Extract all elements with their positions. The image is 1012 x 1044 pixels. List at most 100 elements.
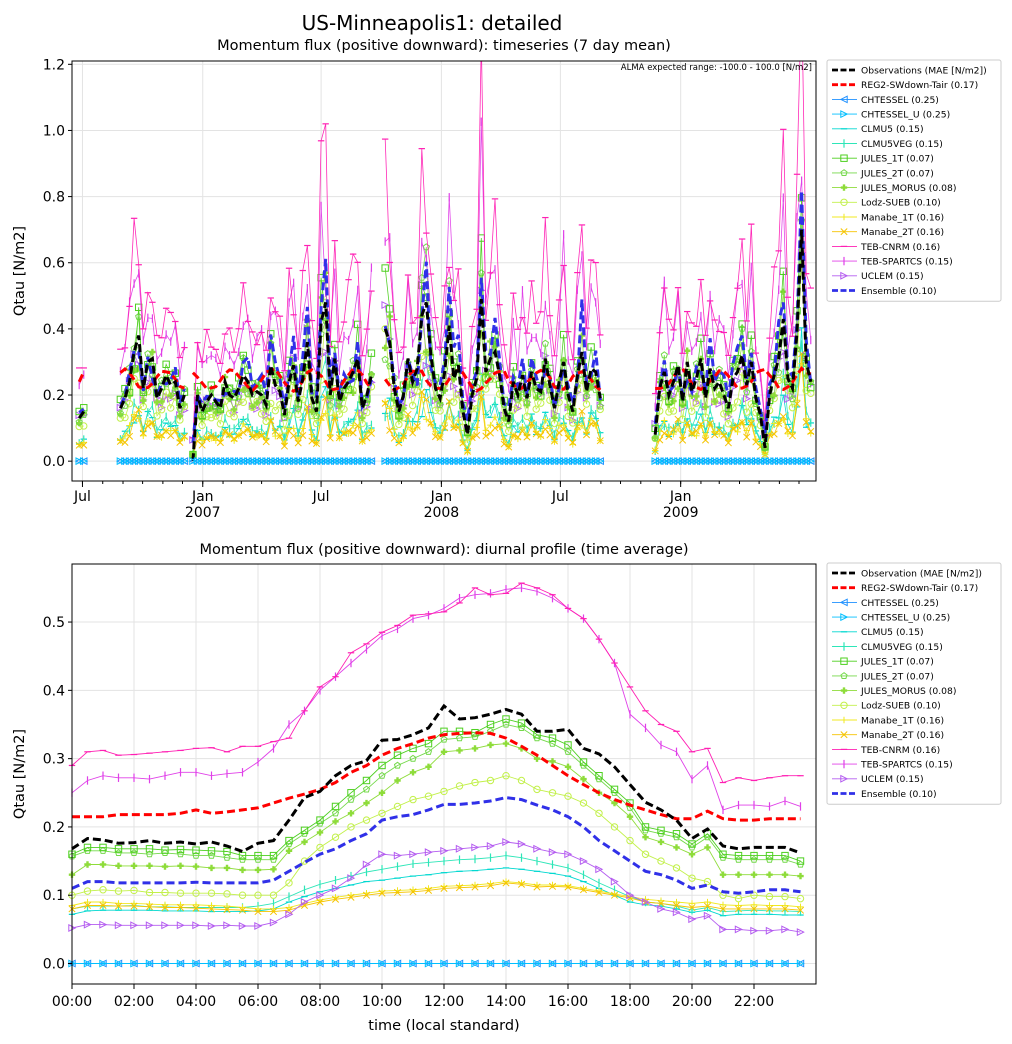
series-point-shape <box>537 431 545 440</box>
series-point <box>303 403 311 411</box>
series-point <box>285 910 294 919</box>
series-point <box>257 410 266 418</box>
series-jules-morus-0-08 <box>68 740 804 880</box>
series-point-shape <box>99 886 107 894</box>
series-point <box>797 457 806 466</box>
series-point <box>688 840 696 848</box>
series-point-shape <box>294 439 302 447</box>
series-point-shape <box>719 901 727 908</box>
series-point-shape <box>422 361 431 370</box>
series-teb-spartcs-0-15 <box>71 583 802 815</box>
series-point-shape <box>378 761 386 770</box>
series-point <box>502 878 510 885</box>
series-point <box>344 385 353 394</box>
series-point-shape <box>491 424 499 432</box>
series-point-shape <box>477 457 486 466</box>
series-line <box>78 407 85 414</box>
series-point <box>752 457 761 466</box>
series-point-shape <box>463 429 472 437</box>
series-point <box>660 351 668 359</box>
series-point-shape <box>301 838 308 846</box>
series-point-shape <box>551 438 558 445</box>
series-point <box>207 432 215 440</box>
series-point <box>491 424 499 432</box>
series-point-shape <box>797 903 804 911</box>
series-point <box>688 407 696 415</box>
series-point <box>207 921 216 930</box>
series-point-shape <box>326 457 335 466</box>
series-point <box>719 905 727 913</box>
series-point-shape <box>738 418 746 426</box>
series-point <box>425 763 432 771</box>
series-point <box>802 457 811 466</box>
series-point-shape <box>422 243 430 251</box>
series-point-shape <box>177 862 184 870</box>
legend-marker-shape <box>840 184 848 191</box>
series-point <box>399 457 408 466</box>
series-point <box>238 921 247 930</box>
series-point-shape <box>253 457 262 466</box>
series-point-shape <box>395 411 403 420</box>
series-point <box>450 358 458 366</box>
series-point-shape <box>455 734 464 742</box>
series-point-shape <box>796 928 805 937</box>
series-point <box>683 457 692 466</box>
legend-entry-chtessel-0-25: CHTESSEL (0.25) <box>832 95 939 106</box>
series-point-shape <box>192 904 200 912</box>
series-point <box>523 398 531 406</box>
series-manabe-2t-0-16 <box>75 350 815 459</box>
series-point <box>192 901 200 908</box>
series-lodz-sueb-0-10 <box>68 772 805 903</box>
series-point-shape <box>349 429 357 437</box>
series-point-shape <box>254 866 262 874</box>
series-point-shape <box>519 423 526 431</box>
series-point-shape <box>393 802 402 811</box>
series-point-shape <box>130 845 138 853</box>
series-point-shape <box>408 390 417 399</box>
series-point-shape <box>548 739 557 747</box>
series-point <box>116 457 125 466</box>
series-point-shape <box>719 871 727 878</box>
series-point-shape <box>180 457 189 466</box>
series-point-shape <box>514 433 522 441</box>
series-point-shape <box>378 789 386 796</box>
diurnal-panel: Momentum flux (positive downward): diurn… <box>12 542 1002 1034</box>
series-point <box>75 441 83 448</box>
series-point-shape <box>290 432 298 440</box>
series-point-shape <box>523 412 531 421</box>
series-point-shape <box>238 921 247 930</box>
series-point-shape <box>400 405 407 412</box>
series-point <box>704 844 711 851</box>
series-point-shape <box>770 457 779 466</box>
legend-box <box>826 59 1002 302</box>
series-point <box>672 864 681 872</box>
timeseries-plot-area <box>74 61 816 466</box>
series-point <box>657 904 666 913</box>
legend-label: JULES_1T (0.07) <box>860 154 934 165</box>
y-tick-label: 0.4 <box>43 322 65 338</box>
series-point-shape <box>595 772 603 780</box>
series-point-shape <box>688 900 696 907</box>
series-point-shape <box>573 422 581 430</box>
series-point-shape <box>436 401 444 409</box>
series-point <box>280 414 289 422</box>
series-point <box>248 433 256 441</box>
series-point <box>742 408 751 416</box>
series-point-shape <box>381 300 390 309</box>
series-point <box>344 457 353 466</box>
series-point <box>587 457 596 466</box>
series-point-shape <box>509 457 518 466</box>
series-point <box>176 404 184 412</box>
series-point <box>126 422 133 429</box>
series-point-shape <box>468 457 477 466</box>
series-point-shape <box>500 457 509 466</box>
series-point <box>308 408 316 415</box>
series-point-shape <box>665 432 673 441</box>
series-point-shape <box>610 877 619 886</box>
series-point <box>436 457 445 466</box>
series-point-shape <box>258 431 266 440</box>
series-point <box>610 877 619 886</box>
series-point <box>192 863 200 870</box>
y-tick-label: 0.6 <box>43 256 65 272</box>
